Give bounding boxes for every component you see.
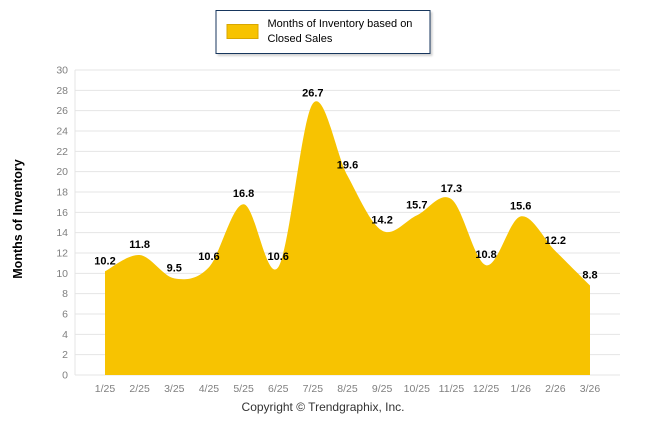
- legend: Months of Inventory based on Closed Sale…: [215, 10, 431, 54]
- legend-label: Months of Inventory based on Closed Sale…: [267, 18, 413, 45]
- y-tick-label: 12: [56, 248, 68, 260]
- y-tick-label: 18: [56, 187, 68, 199]
- data-label: 10.6: [268, 251, 289, 263]
- y-tick-label: 22: [56, 146, 68, 158]
- data-label: 11.8: [129, 239, 150, 251]
- x-tick-label: 11/25: [439, 383, 465, 395]
- y-tick-label: 30: [56, 65, 68, 77]
- x-tick-label: 9/25: [372, 383, 393, 395]
- data-label: 8.8: [582, 270, 597, 282]
- data-label: 17.3: [441, 183, 462, 195]
- x-tick-label: 7/25: [303, 383, 324, 395]
- x-tick-label: 2/25: [129, 383, 150, 395]
- y-tick-label: 16: [56, 207, 68, 219]
- y-tick-label: 28: [56, 85, 68, 97]
- x-tick-label: 8/25: [337, 383, 358, 395]
- data-label: 14.2: [371, 215, 392, 227]
- data-label: 10.2: [94, 255, 115, 267]
- y-tick-label: 2: [62, 349, 68, 361]
- x-tick-label: 3/25: [164, 383, 185, 395]
- data-label: 16.8: [233, 188, 254, 200]
- legend-swatch: [226, 24, 259, 40]
- y-tick-label: 6: [62, 309, 68, 321]
- data-label: 10.6: [198, 251, 219, 263]
- y-tick-label: 20: [56, 166, 68, 178]
- area-series: [105, 101, 590, 375]
- data-label: 12.2: [545, 235, 566, 247]
- y-tick-label: 14: [56, 227, 68, 239]
- data-label: 9.5: [167, 262, 182, 274]
- data-label: 15.6: [510, 200, 531, 212]
- data-label: 26.7: [302, 88, 323, 100]
- y-tick-label: 26: [56, 105, 68, 117]
- data-label: 15.7: [406, 199, 427, 211]
- x-tick-label: 1/25: [95, 383, 116, 395]
- x-tick-label: 2/26: [545, 383, 566, 395]
- y-tick-label: 24: [56, 126, 68, 138]
- y-tick-label: 4: [62, 329, 68, 341]
- data-label: 19.6: [337, 160, 358, 172]
- x-tick-label: 12/25: [473, 383, 499, 395]
- x-tick-label: 1/26: [510, 383, 531, 395]
- x-tick-label: 10/25: [404, 383, 430, 395]
- y-tick-label: 10: [56, 268, 68, 280]
- copyright-text: Copyright © Trendgraphix, Inc.: [241, 400, 405, 414]
- x-tick-label: 3/26: [580, 383, 601, 395]
- x-tick-label: 6/25: [268, 383, 289, 395]
- data-label: 10.8: [475, 249, 496, 261]
- x-tick-label: 4/25: [199, 383, 220, 395]
- y-tick-label: 0: [62, 370, 68, 382]
- x-tick-label: 5/25: [233, 383, 254, 395]
- y-tick-label: 8: [62, 288, 68, 300]
